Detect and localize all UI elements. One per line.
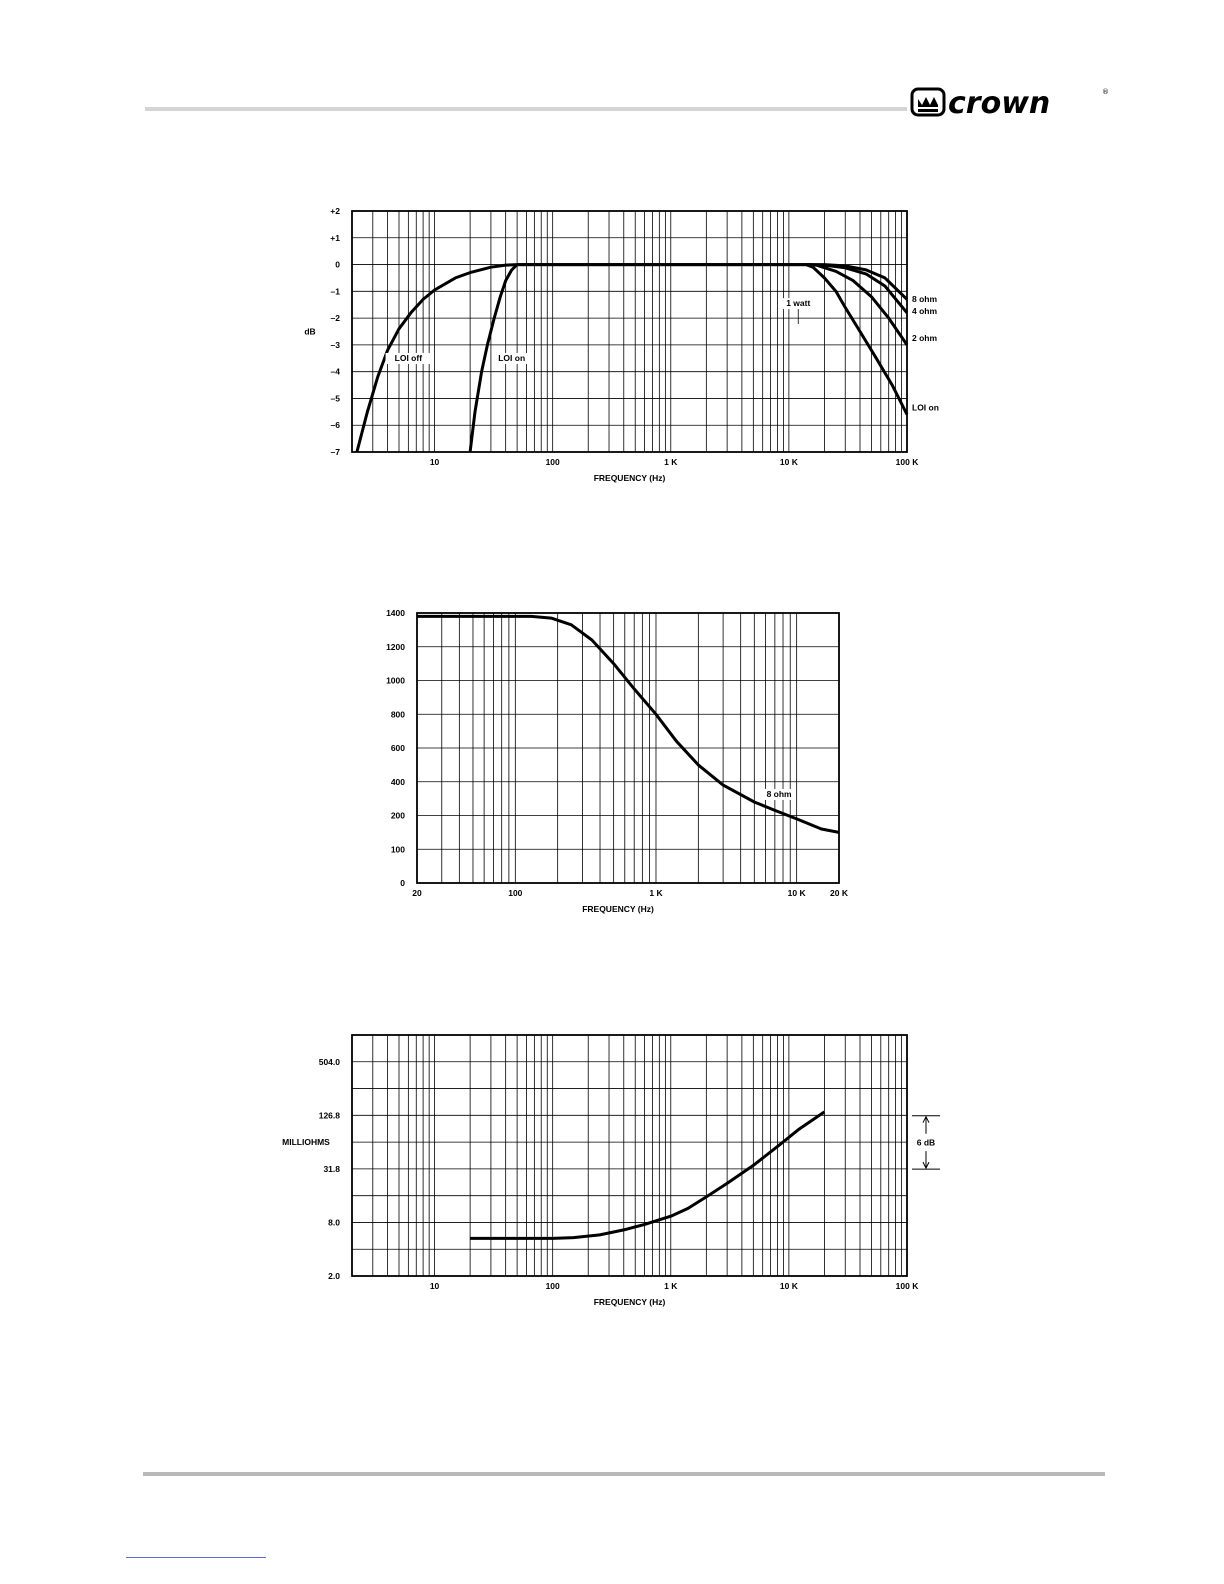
y-tick-label: 1400 (386, 608, 405, 618)
series-annotation: 4 ohm (912, 306, 937, 316)
y-axis-label: dB (304, 327, 315, 337)
y-tick-label: 126.8 (319, 1111, 341, 1121)
dimension-arrow-up (922, 1115, 930, 1123)
plot-area (351, 210, 908, 453)
dimension-arrow-down (922, 1161, 930, 1170)
x-tick-label: 10 K (780, 457, 799, 467)
series-annotation: LOI on (498, 353, 525, 363)
y-tick-label: 8.0 (328, 1217, 340, 1227)
y-tick-label: 200 (391, 811, 405, 821)
x-tick-label: 10 K (780, 1281, 799, 1291)
series-line-5 (805, 263, 909, 416)
y-tick-label: 800 (391, 709, 405, 719)
series-annotation: LOI on (912, 402, 939, 412)
y-axis-label: MILLIOHMS (282, 1137, 330, 1147)
series-line-0 (417, 614, 840, 834)
footer-rule (143, 1472, 1105, 1476)
annotation-bg (385, 352, 432, 364)
x-tick-label: 10 K (788, 888, 807, 898)
y-tick-label: 1200 (386, 642, 405, 652)
series-annotation: LOI off (395, 353, 423, 363)
y-tick-label: –1 (331, 286, 341, 296)
y-tick-label: –6 (331, 420, 341, 430)
x-axis-label: FREQUENCY (Hz) (594, 1297, 666, 1307)
series-line-4 (806, 263, 909, 346)
x-tick-label: 100 (546, 1281, 560, 1291)
plot-area (351, 1034, 908, 1277)
y-tick-label: 400 (391, 777, 405, 787)
y-tick-label: 1000 (386, 676, 405, 686)
x-tick-label: 100 K (896, 1281, 920, 1291)
y-tick-label: 0 (335, 260, 340, 270)
y-tick-label: –7 (331, 447, 341, 457)
series-line-3 (806, 263, 909, 314)
y-tick-label: 0 (400, 878, 405, 888)
crown-logo: crown ® (910, 86, 1109, 119)
x-tick-label: 10 (430, 1281, 440, 1291)
annotation-bg (491, 352, 532, 364)
y-tick-label: +2 (330, 206, 340, 216)
x-tick-label: 1 K (664, 1281, 678, 1291)
footer-link-underline (126, 1557, 266, 1558)
x-tick-label: 1 K (649, 888, 663, 898)
y-tick-label: –4 (331, 367, 341, 377)
series-annotation: 8 ohm (912, 294, 937, 304)
y-tick-label: –3 (331, 340, 341, 350)
series-annotation: 2 ohm (912, 333, 937, 343)
x-tick-label: 1 K (664, 457, 678, 467)
series-line-1 (468, 263, 807, 453)
brand-name: crown (948, 86, 1050, 119)
x-axis-label: FREQUENCY (Hz) (594, 473, 666, 483)
plot-frame (351, 1034, 908, 1277)
y-tick-label: –5 (331, 393, 341, 403)
x-tick-label: 20 (412, 888, 422, 898)
series-annotation: 1 watt (786, 298, 810, 308)
dimension-label: 6 dB (917, 1137, 935, 1147)
plot-area (416, 612, 840, 884)
y-tick-label: 100 (391, 844, 405, 854)
x-tick-label: 10 (430, 457, 440, 467)
y-tick-label: 504.0 (319, 1057, 341, 1067)
output-impedance-chart: 504.0 126.8 31.8 8.0 2.0 10 100 1 K 10 K 100 K FRE… (282, 1034, 940, 1307)
x-tick-label: 20 K (830, 888, 849, 898)
series-annotation: 8 ohm (767, 789, 792, 799)
annotation-bg (780, 298, 816, 310)
plot-frame (351, 210, 908, 453)
x-tick-label: 100 (508, 888, 522, 898)
y-tick-label: 31.8 (323, 1164, 340, 1174)
x-tick-label: 100 (546, 457, 560, 467)
series-line-0 (470, 1110, 826, 1240)
y-tick-label: –2 (331, 313, 341, 323)
registered-mark: ® (1102, 88, 1109, 96)
header-rule (145, 107, 907, 111)
series-line-0 (355, 263, 807, 453)
x-tick-label: 100 K (896, 457, 920, 467)
frequency-response-chart: +2 +1 0 –1 –2 –3 –4 –5 –6 –7 10 100 1 K 10 K 100 K FREQ… (304, 206, 939, 483)
annotation-bg (764, 788, 795, 800)
x-axis-label: FREQUENCY (Hz) (582, 904, 654, 914)
y-tick-label: 2.0 (328, 1271, 340, 1281)
y-tick-label: 600 (391, 743, 405, 753)
y-tick-label: +1 (330, 233, 340, 243)
plot-frame (416, 612, 840, 884)
